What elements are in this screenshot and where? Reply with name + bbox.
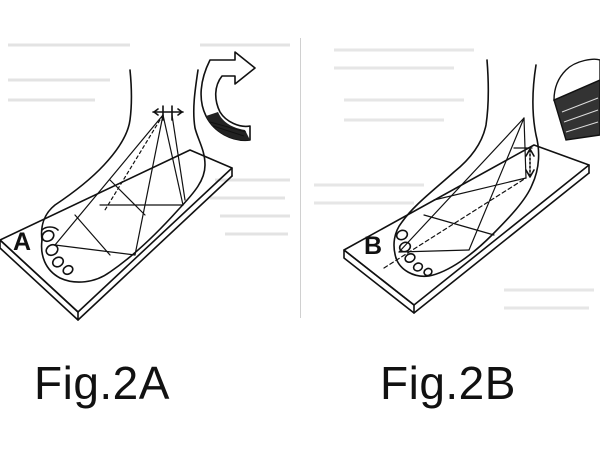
figure-caption-2a: Fig.2A — [34, 357, 170, 409]
panel-divider — [300, 38, 301, 318]
tilt-wedge-icon — [553, 58, 600, 141]
height-marker — [525, 148, 535, 178]
foot-and-leg — [393, 59, 540, 278]
construction-lines — [383, 117, 533, 269]
angle-marker — [152, 105, 184, 121]
panel-letter-b: B — [364, 232, 383, 260]
curved-rotation-arrow-icon — [200, 51, 256, 141]
faint-background-text — [8, 43, 290, 236]
figure-2a-panel: A — [0, 0, 296, 330]
platform-board — [343, 144, 590, 314]
platform-board — [0, 149, 233, 321]
faint-background-text — [314, 48, 594, 310]
figure-2b-panel: B — [304, 0, 600, 330]
figure-2b-drawing — [314, 48, 600, 314]
figure-2a-drawing — [0, 43, 290, 321]
foot-and-leg — [40, 69, 206, 283]
construction-lines — [54, 114, 186, 256]
figure-caption-2b: Fig.2B — [380, 357, 516, 409]
panel-letter-a: A — [13, 228, 32, 256]
